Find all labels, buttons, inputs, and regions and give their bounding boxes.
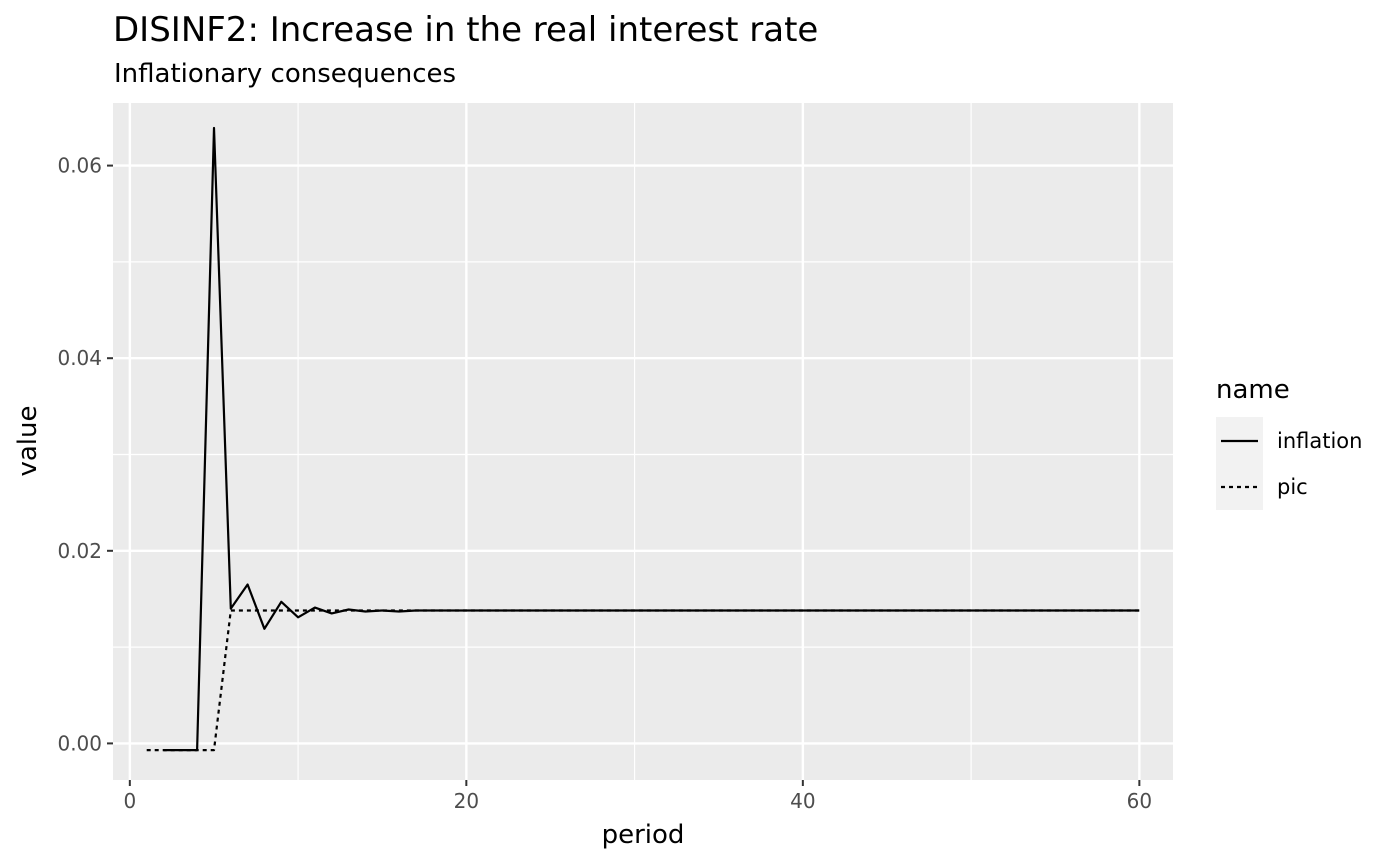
y-tick-label: 0.00	[57, 731, 102, 755]
plot-panel	[113, 103, 1173, 780]
y-tick-label: 0.06	[57, 154, 102, 178]
series-line-pic	[146, 609, 1140, 752]
y-tick-label: 0.04	[57, 346, 102, 370]
legend: name inflation pic	[1216, 375, 1362, 510]
y-tick-label: 0.02	[57, 539, 102, 563]
chart-title: DISINF2: Increase in the real interest r…	[113, 10, 818, 50]
x-tick-label: 0	[123, 789, 136, 813]
chart-subtitle: Inflationary consequences	[114, 59, 456, 89]
series-lines	[146, 126, 1140, 752]
x-tick-label: 60	[1127, 789, 1152, 813]
y-axis-title: value	[13, 405, 43, 476]
legend-label-inflation: inflation	[1277, 429, 1362, 453]
axis-ticks: 0 20 40 60 0.00 0.02 0.04 0.06	[57, 154, 1152, 813]
grid	[113, 103, 1173, 780]
legend-title: name	[1216, 375, 1290, 405]
x-tick-label: 20	[454, 789, 479, 813]
x-tick-label: 40	[790, 789, 815, 813]
x-axis-title: period	[602, 820, 685, 850]
legend-label-pic: pic	[1277, 475, 1308, 499]
